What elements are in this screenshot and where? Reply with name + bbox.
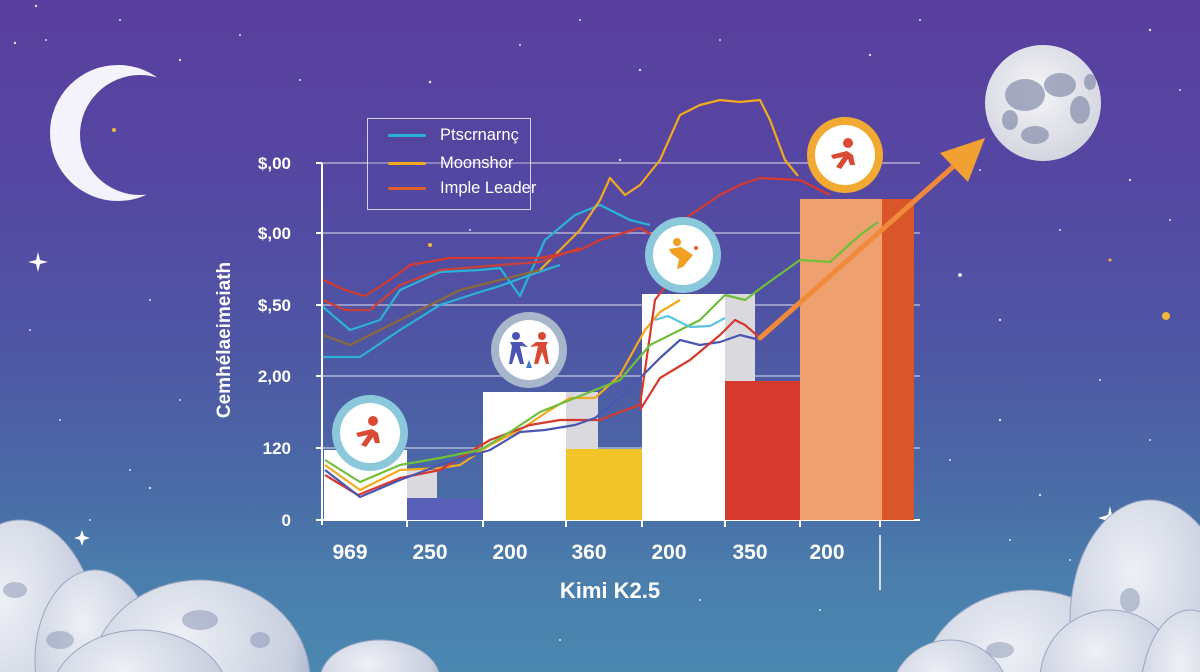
line-series-path xyxy=(323,263,561,359)
legend-swatch xyxy=(388,186,426,190)
line-series-path xyxy=(539,98,799,271)
bar xyxy=(483,392,566,520)
bar xyxy=(642,294,725,520)
x-tick-label: 200 xyxy=(492,541,528,564)
legend-label: Ptscrnarnç xyxy=(440,125,519,144)
line-series-path xyxy=(322,246,581,312)
runner-badge-top xyxy=(807,117,883,193)
y-tick-label: $,00 xyxy=(257,224,291,243)
runner-badge xyxy=(332,395,408,471)
legend-swatch xyxy=(388,161,426,165)
legend-item: Ptscrnarnç xyxy=(368,124,519,146)
y-tick-label: 0 xyxy=(281,511,291,530)
legend-label: Moonshor xyxy=(440,153,514,172)
chart-legend: Ptscrnarnç Moonshor Imple Leader xyxy=(367,118,536,210)
line-series-path xyxy=(322,203,651,332)
bar xyxy=(566,449,642,520)
line-series-path xyxy=(639,318,761,411)
teamwork-badge xyxy=(491,312,567,388)
x-tick-label: 360 xyxy=(571,541,607,564)
bar xyxy=(725,381,800,520)
y-tick-label: $,50 xyxy=(257,296,291,315)
line-series-path xyxy=(324,279,671,497)
runner-icon xyxy=(356,416,380,447)
dancer-icon xyxy=(669,238,698,269)
legend-label: Imple Leader xyxy=(440,178,537,197)
line-series-path xyxy=(324,221,879,484)
line-series-path xyxy=(654,314,726,329)
x-axis-label-text: Kimi K2.5 xyxy=(559,578,661,603)
runner-icon xyxy=(831,138,855,169)
y-tick-label: 120 xyxy=(262,439,291,458)
dancer-badge xyxy=(645,217,721,293)
bar xyxy=(407,498,483,520)
x-tick-label: 250 xyxy=(412,541,448,564)
y-tick-label: 2,00 xyxy=(257,367,291,386)
line-series-path xyxy=(322,176,831,298)
bar xyxy=(882,199,914,520)
x-tick-label: 350 xyxy=(732,541,768,564)
line-series-path xyxy=(322,268,541,347)
line-series-path xyxy=(324,299,681,492)
x-tick-label: 200 xyxy=(809,541,845,564)
legend-item: Imple Leader xyxy=(368,177,536,199)
x-tick-label: 969 xyxy=(332,541,368,564)
legend-swatch xyxy=(388,133,426,137)
legend-item: Moonshor xyxy=(368,152,513,174)
teamwork-icon xyxy=(509,332,549,368)
x-tick-label: 200 xyxy=(651,541,687,564)
x-axis-label: Kimi K2.5 xyxy=(0,578,1200,604)
y-tick-label: $,00 xyxy=(257,154,291,173)
